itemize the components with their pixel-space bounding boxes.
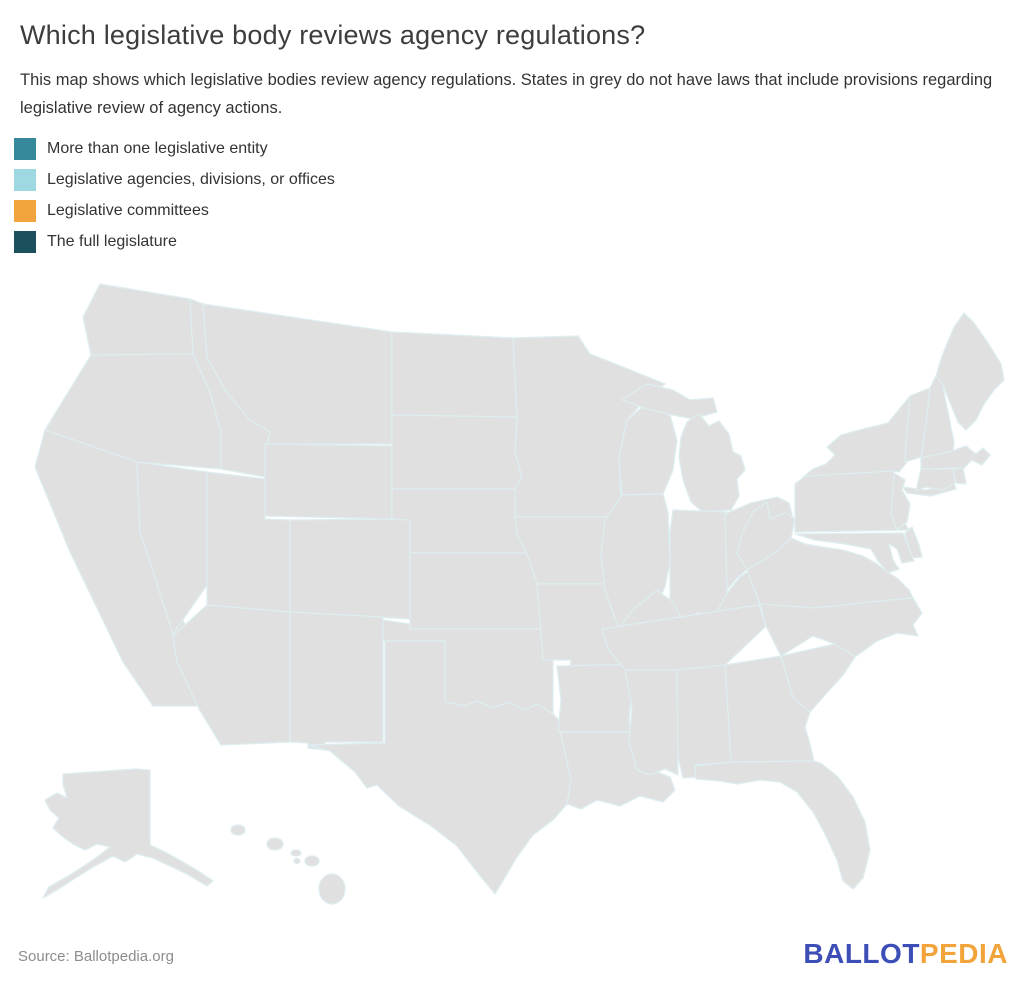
legend-swatch-agencies [14,169,36,192]
state-hawaii-molokai[interactable] [290,849,302,857]
page-title: Which legislative body reviews agency re… [20,20,646,50]
state-nevada[interactable] [136,461,208,635]
state-hawaii-kauai[interactable] [230,824,246,836]
state-alabama[interactable] [676,664,732,779]
legend-row-more-than-one: More than one legislative entity [14,138,1024,161]
state-hawaii-big-island[interactable] [318,873,346,905]
state-washington[interactable] [82,283,194,356]
legend-label: Legislative agencies, divisions, or offi… [47,171,335,189]
legend-row-full-legislature: The full legislature [14,231,1024,254]
state-michigan-upper-peninsula[interactable] [621,383,718,420]
state-north-carolina[interactable] [759,597,923,658]
state-wyoming[interactable] [264,443,393,520]
state-maine[interactable] [935,312,1005,431]
legend-row-committees: Legislative committees [14,200,1024,223]
state-texas[interactable] [307,640,572,895]
logo-pedia: PEDIA [919,938,1008,969]
legend-swatch-more-than-one [14,138,36,161]
state-rhode-island[interactable] [952,467,967,485]
legend-swatch-full-legislature [14,231,36,254]
page-subtitle: This map shows which legislative bodies … [20,71,993,118]
state-new-mexico[interactable] [289,611,384,751]
state-new-york[interactable] [801,395,914,479]
state-hawaii-lanai[interactable] [293,857,301,865]
legend-label: The full legislature [47,233,177,251]
legend: More than one legislative entity Legisla… [14,138,1024,254]
logo-ballot: BALLOT [803,938,920,969]
state-mississippi[interactable] [624,669,679,776]
legend-label: More than one legislative entity [47,140,268,158]
state-alaska[interactable] [42,768,214,899]
ballotpedia-logo[interactable]: BALLOTPEDIA [803,938,1008,970]
state-connecticut[interactable] [915,468,956,492]
state-massachusetts[interactable] [920,445,991,470]
state-new-jersey[interactable] [890,472,911,531]
us-choropleth-map [25,272,1015,917]
state-new-york-long-island[interactable] [902,482,957,497]
state-north-dakota[interactable] [391,331,518,418]
state-michigan[interactable] [678,413,746,513]
state-south-dakota[interactable] [391,414,523,490]
legend-label: Legislative committees [47,202,209,220]
state-hawaii-maui[interactable] [304,855,320,867]
legend-swatch-committees [14,200,36,223]
state-hawaii-oahu[interactable] [266,837,284,851]
state-indiana[interactable] [669,509,728,625]
legend-row-agencies: Legislative agencies, divisions, or offi… [14,169,1024,192]
state-maryland[interactable] [794,532,915,574]
state-colorado[interactable] [289,518,411,620]
state-arizona[interactable] [172,604,291,746]
state-florida[interactable] [694,760,871,890]
source-attribution: Source: Ballotpedia.org [18,948,174,965]
